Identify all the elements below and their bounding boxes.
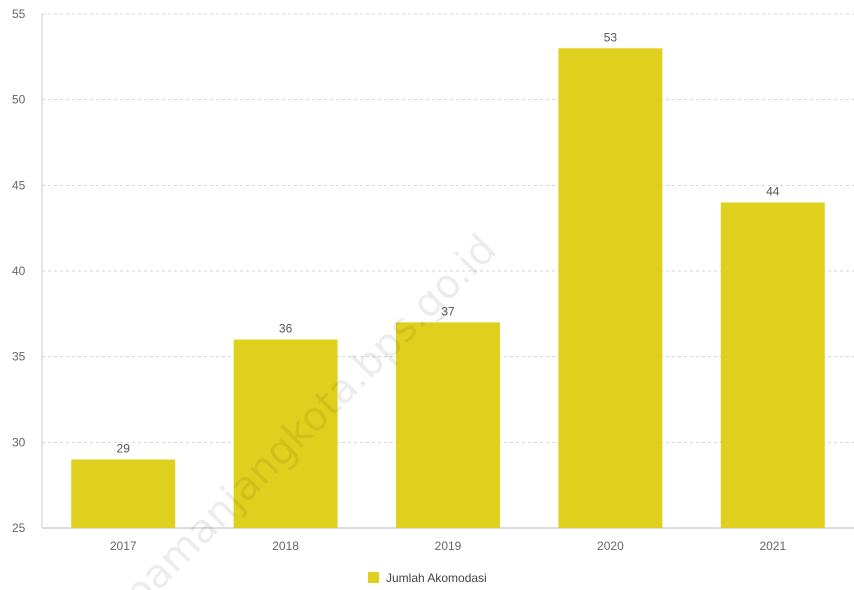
bar — [558, 48, 663, 529]
y-axis-ticks: 25 30 35 40 45 50 55 — [12, 7, 26, 535]
bar — [71, 459, 176, 528]
data-label: 29 — [117, 441, 131, 455]
data-label: 53 — [604, 30, 618, 44]
x-tick-label: 2017 — [110, 539, 137, 553]
data-label: 44 — [766, 184, 780, 198]
bars — [71, 48, 825, 529]
x-tick-label: 2018 — [272, 539, 299, 553]
legend-swatch — [368, 572, 379, 583]
legend-label: Jumlah Akomodasi — [386, 571, 487, 585]
y-tick-label: 40 — [12, 264, 26, 278]
x-axis-ticks: 2017 2018 2019 2020 2021 — [110, 539, 787, 553]
y-tick-label: 55 — [12, 7, 26, 21]
y-tick-label: 30 — [12, 435, 26, 449]
bar — [233, 339, 338, 528]
x-tick-label: 2019 — [435, 539, 462, 553]
bar — [396, 322, 500, 528]
bar — [720, 202, 825, 528]
y-tick-label: 35 — [12, 350, 26, 364]
x-tick-label: 2021 — [759, 539, 786, 553]
y-tick-label: 50 — [12, 93, 26, 107]
x-tick-label: 2020 — [597, 539, 624, 553]
y-tick-label: 25 — [12, 521, 26, 535]
data-label: 37 — [441, 304, 455, 318]
data-labels: 29 36 37 53 44 — [117, 30, 780, 455]
legend: Jumlah Akomodasi — [368, 571, 487, 585]
data-label: 36 — [279, 322, 293, 336]
y-tick-label: 45 — [12, 178, 26, 192]
